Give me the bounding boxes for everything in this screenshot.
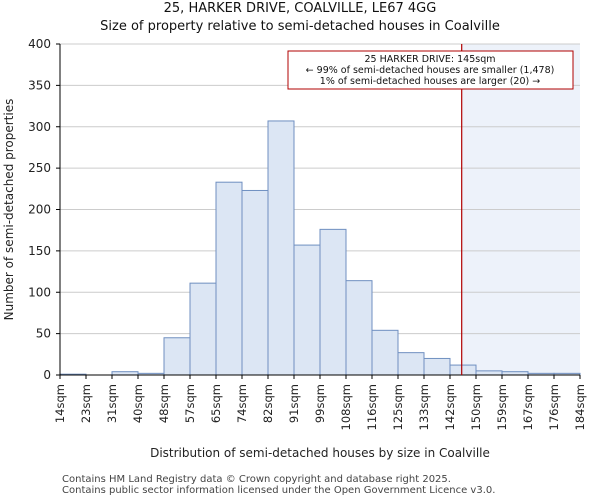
y-tick-label: 0 [43,368,51,382]
y-axis-label: Number of semi-detached properties [2,99,16,321]
annotation-smaller: ← 99% of semi-detached houses are smalle… [306,65,555,76]
x-tick-label: 40sqm [131,384,145,423]
y-tick-label: 350 [28,78,51,92]
x-tick-label: 48sqm [157,384,171,423]
x-tick-label: 116sqm [365,384,379,430]
footer-copyright: Contains HM Land Registry data © Crown c… [62,474,451,485]
histogram-bar [293,244,321,376]
x-tick-label: 14sqm [53,384,67,423]
x-tick-label: 150sqm [469,384,483,430]
x-tick-label: 99sqm [313,384,327,423]
x-tick-label: 82sqm [261,384,275,423]
x-axis-label: Distribution of semi-detached houses by … [150,446,490,460]
y-tick-label: 300 [28,120,51,134]
histogram-bar [423,357,451,376]
histogram-bar [267,120,295,376]
x-tick-label: 65sqm [209,384,223,423]
x-tick-label: 142sqm [443,384,457,430]
histogram-bar [163,337,191,376]
annotation-larger: 1% of semi-detached houses are larger (2… [320,76,540,87]
histogram-bar [241,189,269,376]
y-tick-label: 50 [36,327,51,341]
x-tick-label: 133sqm [417,384,431,430]
histogram-bar [319,228,347,376]
histogram-bar [215,181,243,376]
histogram-bar [345,280,373,376]
y-tick-label: 200 [28,203,51,217]
x-tick-label: 125sqm [391,384,405,430]
x-tick-label: 176sqm [547,384,561,430]
histogram-chart: 0 50 100 150 200 250 300 350 400 14sqm 23sqm 31sqm 4… [2,37,587,460]
x-tick-label: 184sqm [573,384,587,430]
chart-subtitle: Size of property relative to semi-detach… [100,19,500,34]
x-tick-label: 57sqm [183,384,197,423]
x-tick-label: 23sqm [79,384,93,423]
histogram-bar [397,352,425,376]
annotation-title: 25 HARKER DRIVE: 145sqm [364,54,495,65]
y-tick-label: 400 [28,37,51,51]
y-tick-label: 100 [28,285,51,299]
histogram-bar [189,282,217,376]
x-tick-label: 167sqm [521,384,535,430]
footer-licence: Contains public sector information licen… [62,485,496,496]
histogram-bar [475,370,503,376]
y-tick-label: 250 [28,161,51,175]
histogram-bar [449,364,477,376]
y-tick-label: 150 [28,244,51,258]
x-tick-label: 159sqm [495,384,509,430]
x-tick-label: 74sqm [235,384,249,423]
x-tick-label: 91sqm [287,384,301,423]
x-tick-label: 108sqm [339,384,353,430]
chart-title: 25, HARKER DRIVE, COALVILLE, LE67 4GG [163,1,437,16]
annotation-box [287,50,574,90]
x-tick-label: 31sqm [105,384,119,423]
histogram-bar [371,329,399,376]
